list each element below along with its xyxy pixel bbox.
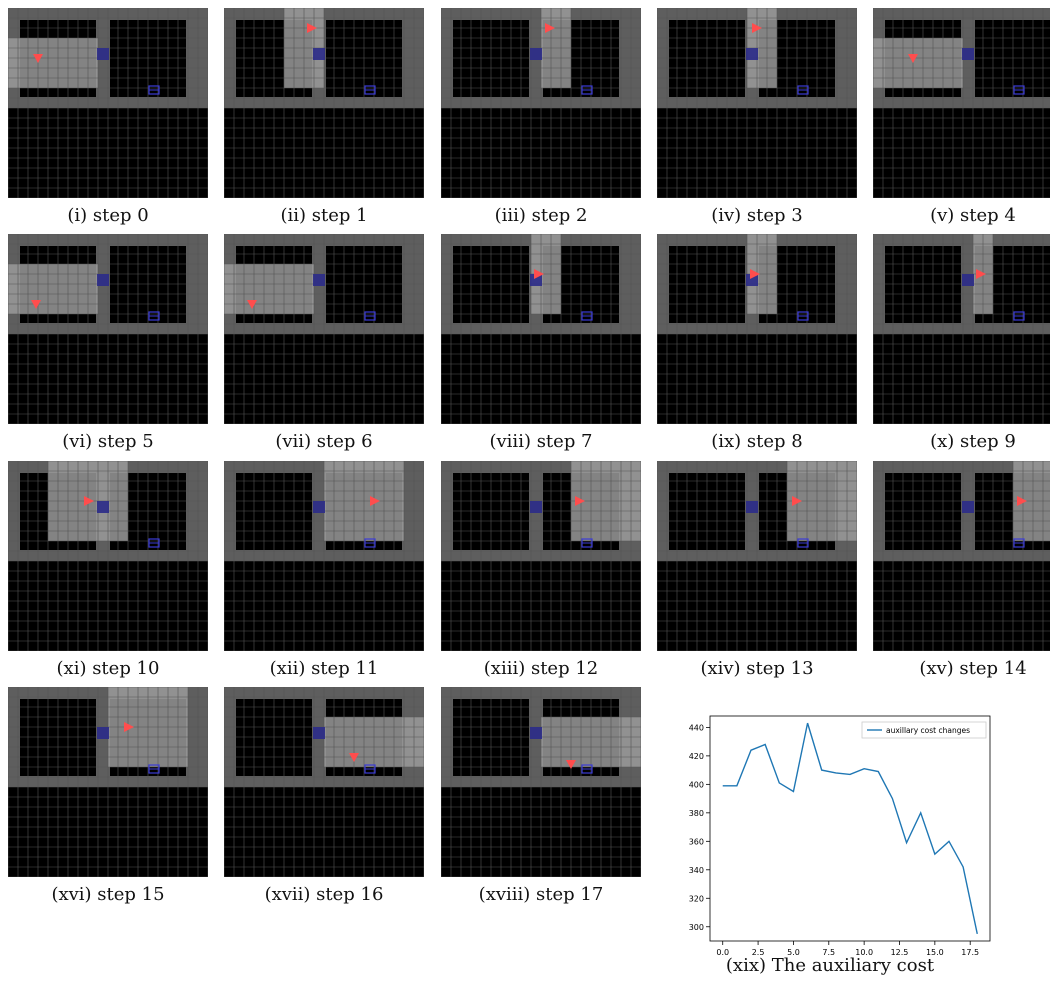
panel-caption: (xi) step 10 bbox=[56, 658, 160, 679]
panel-caption: (vii) step 6 bbox=[275, 431, 373, 452]
x-tick-label: 15.0 bbox=[926, 948, 944, 957]
chart-svg: 0.0 2.5 5.0 7.5 10.0 12.5 15.0 17.5 300 320 340 360… bbox=[689, 715, 991, 957]
grid-frame bbox=[657, 461, 857, 651]
grid-frame bbox=[8, 234, 208, 424]
agent-arrow-icon bbox=[976, 269, 986, 279]
y-tick-label: 300 bbox=[689, 923, 704, 932]
agent-arrow-icon bbox=[31, 300, 41, 309]
grid-frame bbox=[873, 461, 1050, 651]
agent-arrow-icon bbox=[752, 23, 762, 33]
grid-frame bbox=[8, 687, 208, 877]
panel-caption: (xiii) step 12 bbox=[483, 658, 599, 679]
x-tick-label: 10.0 bbox=[855, 948, 873, 957]
grid-frame bbox=[8, 461, 208, 651]
grid-frame bbox=[873, 8, 1050, 198]
y-tick-label: 360 bbox=[689, 837, 704, 846]
agent-arrow-icon bbox=[349, 753, 359, 762]
panel-caption: (x) step 9 bbox=[930, 431, 1016, 452]
agent-arrow-icon bbox=[307, 23, 317, 33]
panel-caption: (i) step 0 bbox=[67, 205, 149, 226]
x-tick-label: 7.5 bbox=[822, 948, 835, 957]
plot-area bbox=[709, 715, 991, 942]
agent-arrow-icon bbox=[792, 496, 802, 506]
agent-arrow-icon bbox=[545, 23, 555, 33]
panel-caption: (xii) step 11 bbox=[269, 658, 379, 679]
x-tick-label: 12.5 bbox=[891, 948, 909, 957]
agent-arrow-icon bbox=[84, 496, 94, 506]
panel-caption: (xiv) step 13 bbox=[700, 658, 814, 679]
y-tick-label: 380 bbox=[689, 809, 704, 818]
y-tick-label: 420 bbox=[689, 752, 704, 761]
chart-caption: (xix) The auxiliary cost bbox=[725, 955, 935, 976]
grid-frame bbox=[441, 234, 641, 424]
panel-caption: (vi) step 5 bbox=[62, 431, 154, 452]
agent-arrow-icon bbox=[575, 496, 585, 506]
agent-arrow-icon bbox=[534, 269, 544, 279]
grid-frame bbox=[873, 234, 1050, 424]
agent-arrow-icon bbox=[370, 496, 380, 506]
grid-frame bbox=[441, 687, 641, 877]
x-tick-label: 5.0 bbox=[787, 948, 800, 957]
y-tick-label: 340 bbox=[689, 866, 704, 875]
x-tick-label: 2.5 bbox=[752, 948, 765, 957]
grid-frame bbox=[657, 234, 857, 424]
panel-caption: (xv) step 14 bbox=[919, 658, 1027, 679]
grid-frame bbox=[657, 8, 857, 198]
grid-frame bbox=[224, 234, 424, 424]
y-tick-label: 320 bbox=[689, 894, 704, 903]
y-tick-label: 400 bbox=[689, 780, 704, 789]
panel-caption: (viii) step 7 bbox=[489, 431, 593, 452]
legend-box bbox=[861, 721, 987, 739]
legend-label: auxillary cost changes bbox=[886, 726, 970, 735]
x-tick-label: 0.0 bbox=[716, 948, 729, 957]
agent-arrow-icon bbox=[566, 760, 576, 769]
panel-caption: (iii) step 2 bbox=[494, 205, 588, 226]
agent-arrow-icon bbox=[750, 269, 760, 279]
agent-arrow-icon bbox=[124, 722, 134, 732]
agent-arrow-icon bbox=[33, 54, 43, 63]
x-tick-label: 17.5 bbox=[961, 948, 979, 957]
grid-frame bbox=[224, 461, 424, 651]
agent-arrow-icon bbox=[1017, 496, 1027, 506]
panel-caption: (v) step 4 bbox=[930, 205, 1016, 226]
grid-frame bbox=[441, 461, 641, 651]
grid-frame bbox=[441, 8, 641, 198]
grid-frame bbox=[224, 687, 424, 877]
panel-caption: (xviii) step 17 bbox=[478, 884, 604, 905]
y-tick-label: 440 bbox=[689, 723, 704, 732]
panel-caption: (iv) step 3 bbox=[711, 205, 803, 226]
panel-caption: (ii) step 1 bbox=[280, 205, 368, 226]
agent-arrow-icon bbox=[908, 54, 918, 63]
grid-frame bbox=[224, 8, 424, 198]
grid-frame bbox=[8, 8, 208, 198]
auxiliary-cost-chart: 0.0 2.5 5.0 7.5 10.0 12.5 15.0 17.5 300 320 340 360… bbox=[660, 700, 1000, 970]
panel-caption: (xvi) step 15 bbox=[51, 884, 165, 905]
agent-arrow-icon bbox=[247, 300, 257, 309]
panel-caption: (xvii) step 16 bbox=[264, 884, 384, 905]
panel-caption: (ix) step 8 bbox=[711, 431, 803, 452]
